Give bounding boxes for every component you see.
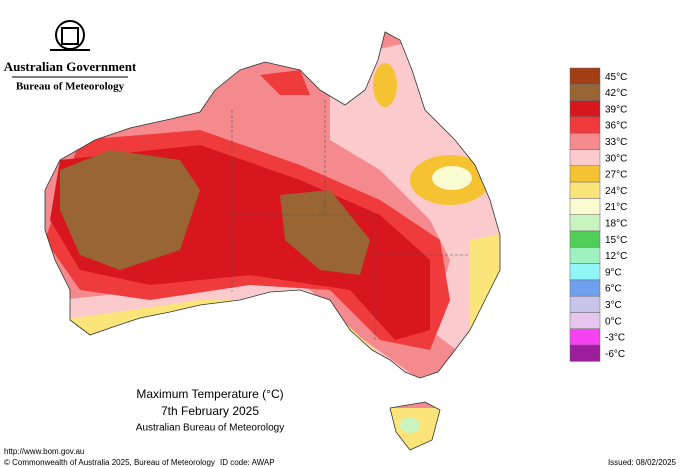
legend-label: 30°C bbox=[605, 153, 627, 164]
legend-label: 24°C bbox=[605, 186, 627, 197]
legend-swatch bbox=[569, 344, 601, 362]
coastline bbox=[44, 31, 501, 451]
legend-label: 36°C bbox=[605, 121, 627, 132]
legend-swatch bbox=[569, 165, 601, 183]
url: http://www.bom.gov.au bbox=[4, 447, 84, 456]
legend-label: 9°C bbox=[605, 267, 622, 278]
legend-label: 0°C bbox=[605, 316, 622, 327]
issued: Issued: 08/02/2025 bbox=[608, 458, 677, 467]
legend-swatch bbox=[569, 247, 601, 264]
map-date: 7th February 2025 bbox=[161, 404, 259, 418]
legend-label: 45°C bbox=[605, 72, 627, 83]
legend-swatch bbox=[569, 84, 601, 101]
legend-label: 18°C bbox=[605, 218, 627, 229]
legend: 45°C 42°C 39°C 36°C 33°C 30°C 27°C 24°C 21°C 18°C… bbox=[569, 67, 627, 362]
copyright: © Commonwealth of Australia 2025, Bureau… bbox=[4, 458, 215, 467]
legend-swatch bbox=[569, 181, 601, 199]
state-borders bbox=[231, 100, 470, 340]
legend-swatch bbox=[569, 149, 601, 167]
legend-swatch bbox=[569, 132, 601, 150]
legend-label: 42°C bbox=[605, 88, 627, 99]
map-title: Maximum Temperature (°C) bbox=[136, 387, 283, 401]
legend-label: -6°C bbox=[605, 349, 625, 360]
legend-label: 3°C bbox=[605, 300, 622, 311]
legend-swatch bbox=[569, 214, 601, 232]
legend-label: 27°C bbox=[605, 170, 627, 181]
legend-swatch bbox=[569, 67, 601, 85]
legend-label: 15°C bbox=[605, 235, 627, 246]
legend-swatch bbox=[569, 328, 601, 346]
legend-swatch bbox=[569, 198, 601, 215]
legend-swatch bbox=[569, 116, 601, 134]
legend-swatch bbox=[569, 230, 601, 248]
legend-label: 21°C bbox=[605, 202, 627, 213]
legend-label: 39°C bbox=[605, 104, 627, 115]
legend-swatch bbox=[569, 295, 601, 313]
legend-swatch bbox=[569, 263, 601, 281]
legend-label: -3°C bbox=[605, 333, 625, 344]
legend-label: 33°C bbox=[605, 137, 627, 148]
legend-swatch bbox=[569, 279, 601, 297]
crest bbox=[50, 20, 90, 51]
legend-swatch bbox=[569, 312, 601, 330]
legend-label: 6°C bbox=[605, 284, 622, 295]
legend-label: 12°C bbox=[605, 251, 627, 262]
id-code: ID code: AWAP bbox=[220, 458, 275, 467]
agency-name: Bureau of Meteorology bbox=[16, 81, 125, 93]
legend-swatch bbox=[569, 100, 601, 118]
map-source: Australian Bureau of Meteorology bbox=[136, 423, 284, 434]
government-name: Australian Government bbox=[4, 59, 137, 74]
